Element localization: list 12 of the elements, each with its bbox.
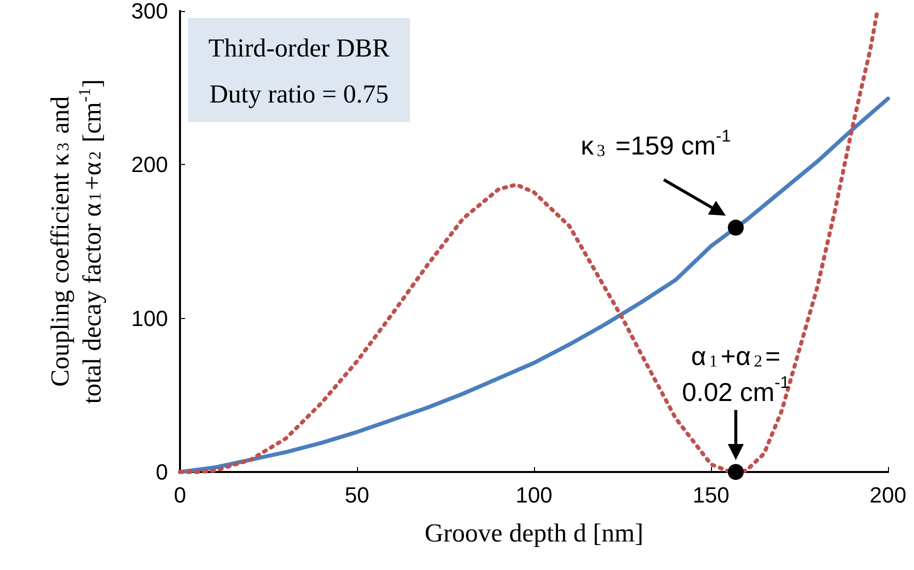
x-tick-label: 0 <box>174 482 186 508</box>
x-tick-label: 150 <box>692 482 730 508</box>
x-tick-label: 50 <box>344 482 370 508</box>
text: Duty ratio = 0.75 <box>209 80 389 108</box>
y-tick-label: 300 <box>131 0 168 24</box>
y-tick-label: 100 <box>131 306 168 331</box>
y-tick-label: 200 <box>131 152 168 178</box>
x-tick-label: 200 <box>870 482 906 508</box>
text: Third-order DBR <box>208 34 390 62</box>
y-tick-label: 0 <box>156 460 168 484</box>
x-axis-title: Groove depth d [nm] <box>424 518 644 548</box>
x-tick-label: 100 <box>516 482 552 508</box>
